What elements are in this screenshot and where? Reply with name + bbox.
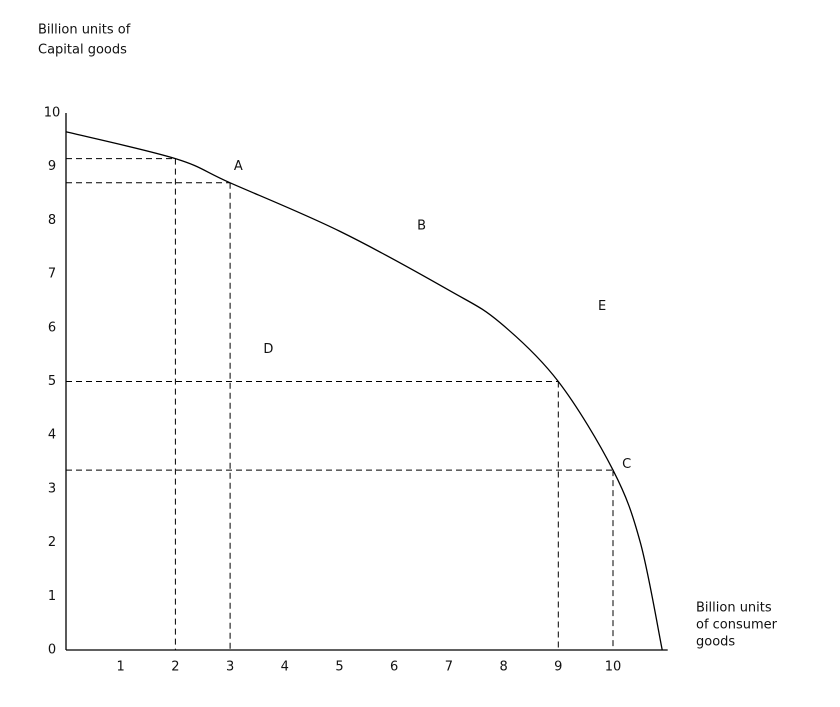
y-tick-label: 5: [48, 374, 56, 389]
y-tick-label: 6: [48, 320, 56, 335]
y-tick-label: 7: [48, 267, 56, 282]
point-label: B: [417, 218, 426, 233]
y-tick-label: 4: [48, 428, 56, 443]
point-label: A: [234, 159, 243, 174]
point-label: D: [263, 342, 273, 357]
y-tick-label: 9: [48, 159, 56, 174]
x-tick-label: 3: [226, 660, 234, 675]
y-axis-label: Billion units of: [38, 23, 131, 38]
x-tick-label: 7: [445, 660, 453, 675]
y-tick-label: 0: [48, 643, 56, 658]
x-tick-label: 9: [554, 660, 562, 675]
x-axis-label: goods: [696, 635, 735, 650]
y-tick-label: 8: [48, 213, 56, 228]
y-axis-label: Capital goods: [38, 43, 127, 58]
x-tick-label: 1: [117, 660, 125, 675]
ppf-curve: [65, 131, 663, 651]
point-label: E: [598, 299, 606, 314]
y-tick-label: 2: [48, 535, 56, 550]
x-tick-label: 4: [281, 660, 289, 675]
y-tick-label: 1: [48, 589, 56, 604]
x-tick-label: 8: [499, 660, 507, 675]
x-tick-label: 6: [390, 660, 398, 675]
x-axis-label: of consumer: [696, 618, 778, 633]
x-axis-label: Billion units: [696, 601, 772, 616]
x-tick-label: 5: [335, 660, 343, 675]
y-tick-label: 3: [48, 481, 56, 496]
y-tick-label: 10: [44, 106, 61, 121]
x-tick-label: 10: [605, 660, 622, 675]
x-tick-label: 2: [171, 660, 179, 675]
point-label: C: [622, 457, 631, 472]
